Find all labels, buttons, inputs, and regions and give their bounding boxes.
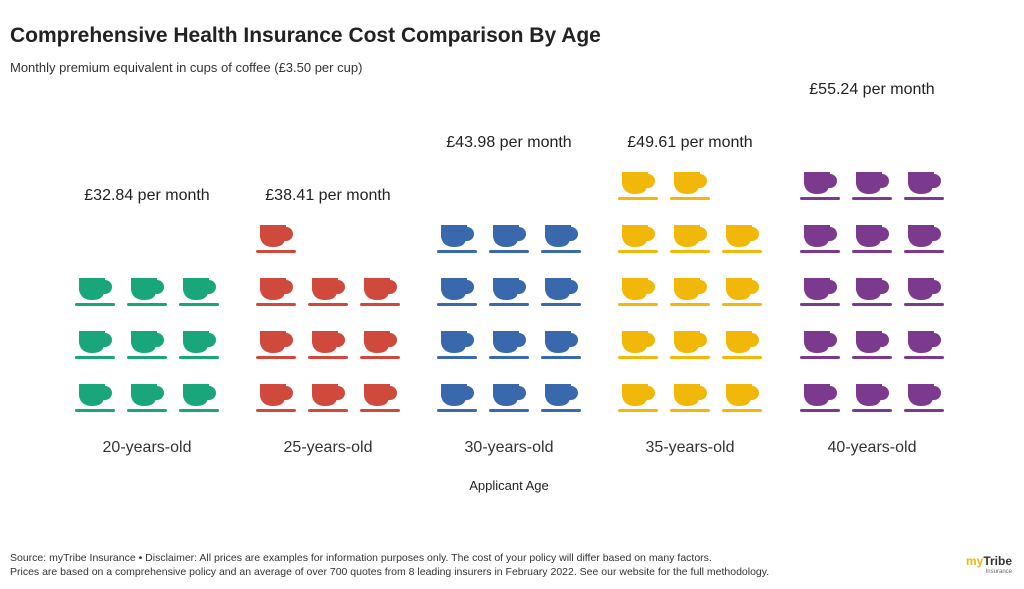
coffee-cup-icon [904, 172, 944, 200]
coffee-cup-icon [127, 278, 167, 306]
category-label: 40-years-old [828, 439, 917, 456]
chart-subtitle: Monthly premium equivalent in cups of co… [10, 60, 363, 75]
partial-coffee-cup-icon [437, 172, 477, 200]
coffee-cup-icon [618, 331, 658, 359]
coffee-cup-icon [541, 384, 581, 412]
coffee-cup-icon [904, 278, 944, 306]
cup-group-20-years-old [75, 225, 219, 412]
coffee-cup-icon [360, 278, 400, 306]
coffee-cup-icon [127, 384, 167, 412]
coffee-cup-icon [722, 278, 762, 306]
logo-suffix: Tribe [983, 554, 1012, 568]
coffee-cup-icon [308, 384, 348, 412]
partial-coffee-cup-icon [75, 225, 115, 253]
coffee-cup-icon [670, 384, 710, 412]
coffee-cup-icon [670, 172, 710, 200]
coffee-cup-icon [800, 384, 840, 412]
x-axis-label: Applicant Age [469, 478, 549, 493]
category-label: 20-years-old [103, 439, 192, 456]
coffee-cup-icon [670, 278, 710, 306]
coffee-cup-icon [852, 384, 892, 412]
coffee-cup-icon [722, 331, 762, 359]
coffee-cup-icon [904, 225, 944, 253]
category-label: 25-years-old [284, 439, 373, 456]
coffee-cup-icon [904, 384, 944, 412]
coffee-cup-icon [308, 331, 348, 359]
value-label: £38.41 per month [265, 187, 390, 204]
coffee-cup-icon [437, 384, 477, 412]
coffee-cup-icon [256, 384, 296, 412]
coffee-cup-icon [852, 331, 892, 359]
value-label: £55.24 per month [809, 81, 934, 98]
partial-coffee-cup-icon [800, 119, 840, 147]
coffee-cup-icon [541, 331, 581, 359]
brand-logo: myTribe Insurance [966, 553, 1012, 575]
coffee-cup-icon [800, 225, 840, 253]
coffee-cup-icon [800, 172, 840, 200]
coffee-cup-icon [670, 331, 710, 359]
coffee-cup-icon [256, 331, 296, 359]
coffee-cup-icon [489, 225, 529, 253]
coffee-cup-icon [852, 172, 892, 200]
coffee-cup-icon [618, 384, 658, 412]
coffee-cup-icon [127, 331, 167, 359]
coffee-cup-icon [800, 278, 840, 306]
coffee-cup-icon [437, 278, 477, 306]
cup-group-35-years-old [618, 172, 762, 412]
coffee-cup-icon [904, 331, 944, 359]
coffee-cup-icon [489, 331, 529, 359]
coffee-cup-icon [852, 225, 892, 253]
category-label: 30-years-old [465, 439, 554, 456]
coffee-cup-icon [618, 225, 658, 253]
coffee-cup-icon [670, 225, 710, 253]
coffee-cup-icon [179, 278, 219, 306]
coffee-cup-icon [489, 384, 529, 412]
coffee-cup-icon [179, 384, 219, 412]
footer-methodology: Prices are based on a comprehensive poli… [10, 566, 770, 578]
coffee-cup-icon [618, 278, 658, 306]
coffee-cup-icon [800, 331, 840, 359]
coffee-cup-icon [179, 331, 219, 359]
coffee-cup-icon [437, 225, 477, 253]
coffee-cup-icon [489, 278, 529, 306]
coffee-cup-icon [256, 225, 296, 253]
coffee-cup-icon [722, 225, 762, 253]
coffee-cup-icon [541, 278, 581, 306]
cup-group-25-years-old [256, 225, 400, 412]
coffee-cup-icon [437, 331, 477, 359]
logo-tagline: Insurance [985, 569, 1012, 575]
partial-coffee-cup-icon [308, 225, 348, 253]
chart-title: Comprehensive Health Insurance Cost Comp… [10, 24, 601, 47]
logo-prefix: my [965, 554, 984, 568]
coffee-cup-icon [75, 331, 115, 359]
footer-source: Source: myTribe Insurance • Disclaimer: … [10, 552, 712, 564]
category-label: 35-years-old [646, 439, 735, 456]
value-label: £49.61 per month [627, 134, 752, 151]
coffee-cup-icon [722, 384, 762, 412]
coffee-cup-icon [75, 384, 115, 412]
value-label: £43.98 per month [446, 134, 571, 151]
coffee-cup-icon [618, 172, 658, 200]
coffee-cup-icon [360, 384, 400, 412]
coffee-cup-icon [308, 278, 348, 306]
partial-coffee-cup-icon [722, 172, 762, 200]
coffee-cup-icon [75, 278, 115, 306]
coffee-cup-icon [852, 278, 892, 306]
coffee-cup-icon [541, 225, 581, 253]
coffee-cup-icon [360, 331, 400, 359]
coffee-cup-icon [256, 278, 296, 306]
cup-group-30-years-old [437, 172, 581, 412]
cup-group-40-years-old [800, 119, 944, 412]
value-label: £32.84 per month [84, 187, 209, 204]
